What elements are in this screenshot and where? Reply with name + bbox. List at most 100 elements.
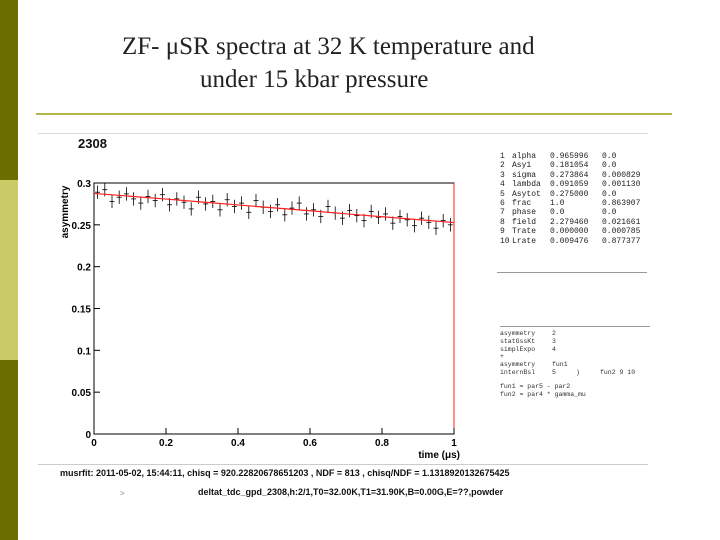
theory-arg: 4 <box>552 345 556 353</box>
theory-panel: asymmetry 2 statGssKt 3 simplExpo 4 + asymmetry… <box>500 326 650 398</box>
parameter-table: 1 alpha 0.965996 0.0 2 Asy1 0.181054 0.0 3 sigma 0… <box>500 152 648 246</box>
parameter-row: 5 Asytot 0.275000 0.0 <box>500 190 648 199</box>
slide-title-line2: under 15 kbar pressure <box>200 66 429 93</box>
fit-curve <box>93 192 455 224</box>
theory-arg: ) <box>576 368 580 376</box>
x-tick-label: 0.4 <box>231 438 245 449</box>
parameter-error: 0.000829 <box>602 170 641 180</box>
parameter-error: 0.0 <box>602 161 617 171</box>
parameter-index: 2 <box>500 161 505 171</box>
theory-keyword: asymmetry <box>500 330 536 337</box>
parameter-row: 7 phase 0.0 0.0 <box>500 208 648 217</box>
parameter-index: 10 <box>500 236 510 246</box>
parameter-index: 4 <box>500 180 505 190</box>
theory-row: statGssKt 3 <box>500 338 650 346</box>
parameter-index: 3 <box>500 170 505 180</box>
y-tick-label: 0.05 <box>72 388 92 399</box>
theory-arg: fun1 <box>552 361 568 369</box>
x-axis-label: time (μs) <box>418 450 460 461</box>
y-tick-label: 0 <box>85 430 91 441</box>
stripe-segment-light <box>0 180 18 360</box>
parameter-value: 0.000000 <box>550 227 589 237</box>
theory-keyword: statGssKt <box>500 337 536 345</box>
parameter-error: 0.000785 <box>602 227 641 237</box>
parameter-value: 0.275000 <box>550 189 589 199</box>
parameter-name: Trate <box>512 227 537 237</box>
x-tick-label: 0.8 <box>375 438 389 449</box>
root-canvas <box>38 133 648 504</box>
parameter-row: 9 Trate 0.000000 0.000785 <box>500 227 648 236</box>
decorative-stripe <box>0 0 18 540</box>
parameter-row: 3 sigma 0.273864 0.000829 <box>500 171 648 180</box>
theory-arg: fun2 9 10 <box>600 368 636 376</box>
theory-keyword: asymmetry <box>500 361 536 369</box>
x-tick-label: 0.2 <box>159 438 173 449</box>
parameter-error: 0.001130 <box>602 180 641 190</box>
theory-row: + <box>500 353 650 361</box>
parameter-index: 9 <box>500 227 505 237</box>
run-number: 2308 <box>78 136 107 151</box>
theory-row: internBsl 5) fun2 9 10 <box>500 369 650 377</box>
parameter-name: Asytot <box>512 189 541 199</box>
parameter-name: Lrate <box>512 236 537 246</box>
x-tick-label: 0 <box>91 438 97 449</box>
parameter-name: Asy1 <box>512 161 532 171</box>
fit-summary: musrfit: 2011-05-02, 15:44:11, chisq = 9… <box>60 468 510 478</box>
parameter-name: field <box>512 217 537 227</box>
parameter-error: 0.863907 <box>602 199 641 209</box>
title-divider <box>36 113 672 115</box>
parameter-name: frac <box>512 199 532 209</box>
y-tick-label: 0.1 <box>77 346 91 357</box>
y-axis-label: asymmetry <box>60 185 71 238</box>
parameter-row: 2 Asy1 0.181054 0.0 <box>500 161 648 170</box>
y-tick-label: 0.15 <box>72 305 92 316</box>
parameter-row: 8 field 2.279460 0.021661 <box>500 218 648 227</box>
x-tick-label: 1 <box>451 438 457 449</box>
theory-keyword: internBsl <box>500 368 536 376</box>
parameter-row: 4 lambda 0.091059 0.001130 <box>500 180 648 189</box>
theory-arg: 2 <box>552 330 556 337</box>
function-definition: fun2 = par4 * gamma_mu <box>500 390 586 398</box>
slide-title-line1: ZF- μSR spectra at 32 K temperature and <box>122 33 535 60</box>
parameter-name: sigma <box>512 170 537 180</box>
parameter-row: 6 frac 1.0 0.863907 <box>500 199 648 208</box>
parameter-panel-frame <box>497 148 647 273</box>
parameter-index: 8 <box>500 217 505 227</box>
parameter-index: 5 <box>500 189 505 199</box>
parameter-value: 0.0 <box>550 208 565 218</box>
parameter-value: 1.0 <box>550 199 565 209</box>
parameter-index: 6 <box>500 199 505 209</box>
parameter-error: 0.021661 <box>602 217 641 227</box>
footer-marker: > <box>120 489 125 498</box>
theory-row: asymmetry fun1 <box>500 361 650 369</box>
parameter-row: 1 alpha 0.965996 0.0 <box>500 152 648 161</box>
y-tick-label: 0.25 <box>72 221 92 232</box>
y-tick-label: 0.3 <box>77 179 91 190</box>
parameter-value: 2.279460 <box>550 217 589 227</box>
y-tick-label: 0.2 <box>77 263 91 274</box>
parameter-value: 0.009476 <box>550 236 589 246</box>
theory-row: asymmetry 2 <box>500 330 650 338</box>
stripe-segment-dark <box>0 0 18 180</box>
footer-divider <box>38 464 648 465</box>
parameter-index: 7 <box>500 208 505 218</box>
x-tick-label: 0.6 <box>303 438 317 449</box>
theory-keyword: simplExpo <box>500 345 536 353</box>
parameter-error: 0.0 <box>602 189 617 199</box>
parameter-row: 10 Lrate 0.009476 0.877377 <box>500 237 648 246</box>
theory-arg: 3 <box>552 337 556 345</box>
run-summary: deltat_tdc_gpd_2308,h:2/1,T0=32.00K,T1=3… <box>198 487 504 497</box>
parameter-value: 0.181054 <box>550 161 589 171</box>
parameter-name: alpha <box>512 152 537 161</box>
slide-title: ZF- μSR spectra at 32 K temperature and … <box>40 30 680 96</box>
theory-keyword: + <box>500 353 504 361</box>
function-definition: fun1 = par5 - par2 <box>500 382 571 390</box>
parameter-value: 0.273864 <box>550 170 589 180</box>
parameter-error: 0.877377 <box>602 236 641 246</box>
parameter-value: 0.091059 <box>550 180 589 190</box>
theory-arg: 5 <box>552 368 556 376</box>
stripe-segment-dark <box>0 360 18 540</box>
parameter-error: 0.0 <box>602 152 617 161</box>
parameter-name: lambda <box>512 180 541 190</box>
